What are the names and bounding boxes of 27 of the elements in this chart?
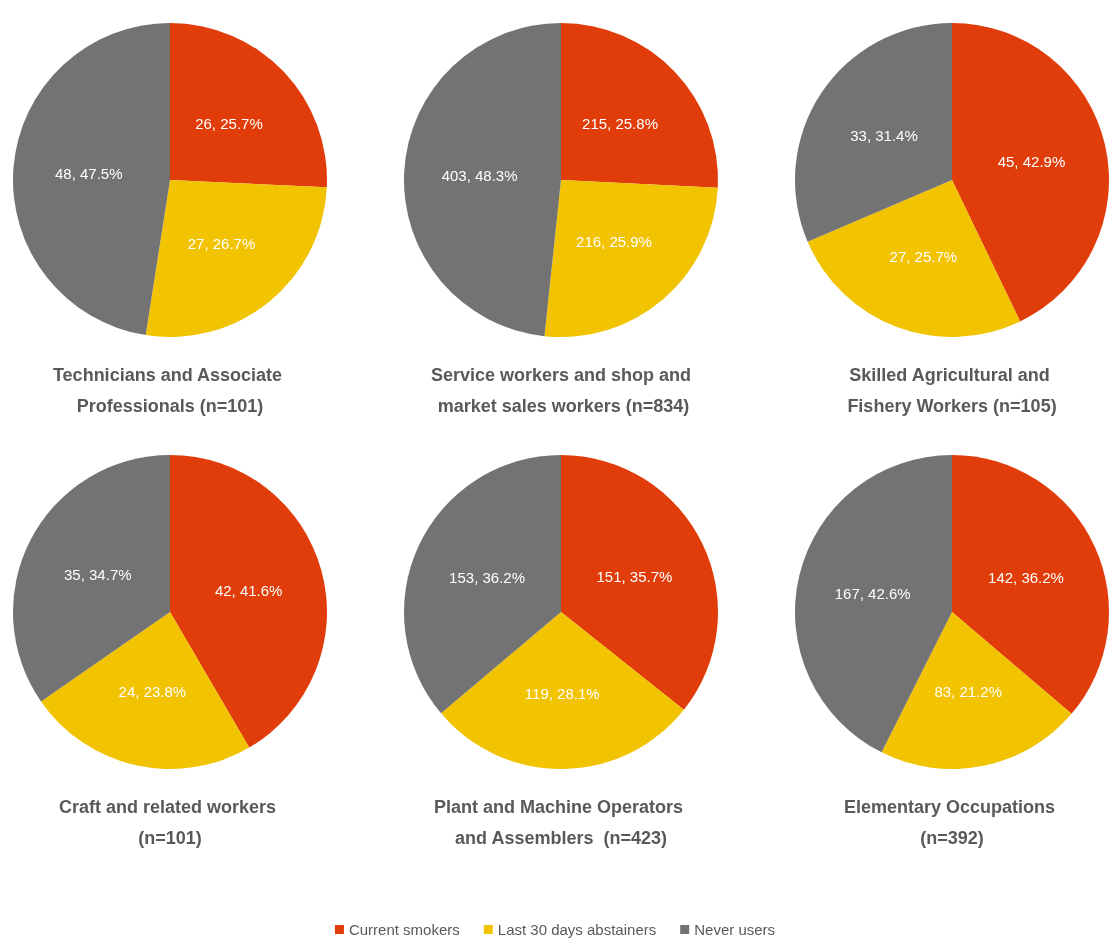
slice-label: Craft and related workers (n=101) bbox=[58, 796, 282, 848]
data-label: 215, 25.8% bbox=[582, 115, 658, 133]
data-label: 403, 48.3% bbox=[441, 167, 518, 185]
slice-label: Elementary Occupations (n=392) bbox=[843, 796, 1061, 848]
slice-label: Technicians and Associate Professionals (n=101) bbox=[52, 364, 288, 416]
data-label: 151, 35.7% bbox=[596, 568, 673, 586]
data-label: 27, 25.7% bbox=[889, 247, 958, 265]
data-label: 26, 25.7% bbox=[195, 115, 263, 133]
data-label: 42, 41.6% bbox=[214, 582, 283, 600]
slice-label: Plant and Machine Operators and Assemblers (n=423) bbox=[433, 796, 689, 848]
slice-label: Service workers and shop and market sales workers (n=834) bbox=[430, 364, 692, 416]
slice-label: Skilled Agricultural and Fishery Workers (n=105) bbox=[847, 364, 1057, 416]
data-label: 48, 47.5% bbox=[54, 165, 123, 183]
data-label: 24, 23.8% bbox=[118, 683, 187, 701]
data-label: 167, 42.6% bbox=[834, 584, 911, 602]
data-label: 83, 21.2% bbox=[934, 683, 1002, 701]
data-label: 45, 42.9% bbox=[997, 153, 1066, 171]
data-label: 142, 36.2% bbox=[988, 569, 1064, 587]
data-label: 216, 25.9% bbox=[576, 233, 652, 251]
data-label: 27, 26.7% bbox=[187, 234, 256, 252]
legend-label: Last 30 days abstainers bbox=[497, 921, 657, 938]
data-label: 35, 34.7% bbox=[64, 565, 132, 583]
data-label: 153, 36.2% bbox=[449, 569, 526, 587]
legend-label: Current smokers bbox=[348, 921, 460, 938]
legend-label: Never users bbox=[694, 921, 776, 938]
data-label: 119, 28.1% bbox=[524, 684, 600, 702]
data-label: 33, 31.4% bbox=[850, 126, 918, 144]
